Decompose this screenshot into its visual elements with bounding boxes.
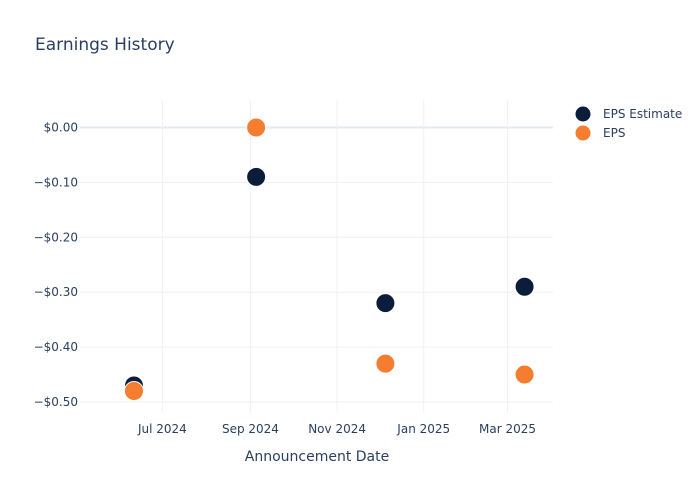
x-tick-label: Sep 2024 bbox=[222, 422, 279, 436]
y-tick-label: −$0.20 bbox=[34, 230, 78, 244]
y-tick-label: $0.00 bbox=[44, 120, 78, 134]
data-point-eps-estimate[interactable] bbox=[514, 276, 535, 297]
data-point-eps[interactable] bbox=[514, 364, 535, 385]
legend-marker[interactable] bbox=[574, 124, 592, 142]
x-tick-label: Jul 2024 bbox=[137, 422, 187, 436]
y-tick-label: −$0.50 bbox=[34, 395, 78, 409]
data-point-eps[interactable] bbox=[123, 381, 144, 402]
legend-marker[interactable] bbox=[574, 105, 592, 123]
y-axis-ticks: $0.00 −$0.10 −$0.20 −$0.30 −$0.40 −$0.50 bbox=[34, 120, 78, 409]
x-axis-ticks: Jul 2024 Sep 2024 Nov 2024 Jan 2025 Mar 2025 bbox=[137, 422, 536, 436]
x-axis-label: Announcement Date bbox=[245, 449, 389, 465]
data-points bbox=[123, 117, 535, 402]
y-tick-label: −$0.10 bbox=[34, 175, 78, 189]
x-tick-label: Nov 2024 bbox=[308, 422, 366, 436]
grid-lines bbox=[80, 100, 553, 413]
x-tick-label: Jan 2025 bbox=[396, 422, 450, 436]
x-tick-label: Mar 2025 bbox=[479, 422, 536, 436]
data-point-eps[interactable] bbox=[375, 353, 396, 374]
y-tick-label: −$0.40 bbox=[34, 340, 78, 354]
legend-label[interactable]: EPS Estimate bbox=[603, 107, 682, 121]
data-point-eps-estimate[interactable] bbox=[246, 166, 267, 187]
chart-title: Earnings History bbox=[35, 35, 175, 55]
legend[interactable]: EPS Estimate EPS bbox=[574, 105, 682, 142]
data-point-eps[interactable] bbox=[246, 117, 267, 138]
legend-label[interactable]: EPS bbox=[603, 126, 625, 140]
data-point-eps-estimate[interactable] bbox=[375, 293, 396, 314]
y-tick-label: −$0.30 bbox=[34, 285, 78, 299]
